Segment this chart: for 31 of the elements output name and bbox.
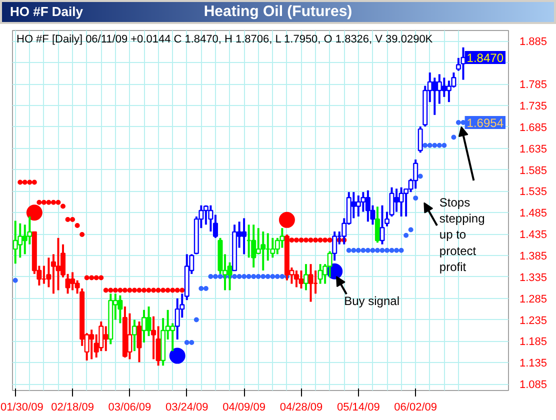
- x-tick-label: 03/24/09: [165, 402, 208, 414]
- chart-subtitle: HO #F Daily: [10, 3, 83, 21]
- y-tick-label: 1.785: [520, 79, 548, 92]
- x-tick-label: 06/02/09: [394, 402, 438, 414]
- y-tick-label: 1.085: [520, 379, 548, 392]
- x-tick-label: 04/09/09: [222, 402, 266, 414]
- y-tick-label: 1.885: [520, 36, 548, 48]
- x-tick-label: 01/30/09: [0, 402, 44, 414]
- annotation: HO #F [Daily] 06/11/09 +0.0144 C 1.8470, H 1.8706, L 1.7950, O 1.8326, V 39.0290K: [16, 34, 434, 46]
- y-tick-label: 1.285: [520, 293, 548, 306]
- annotation: Stops stepping up to protect profit: [439, 196, 485, 274]
- chart-title: Heating Oil (Futures): [204, 3, 352, 20]
- x-tick-label: 04/28/09: [280, 402, 323, 414]
- y-tick-label: 1.685: [520, 122, 548, 134]
- y-tick-label: 1.535: [520, 186, 548, 198]
- y-tick-label: 1.585: [520, 164, 548, 177]
- y-tick-label: 1.635: [520, 143, 548, 156]
- y-tick-label: 1.435: [520, 229, 548, 242]
- x-tick-label: 03/06/09: [108, 402, 152, 414]
- annotation: 1.6954: [466, 116, 504, 130]
- x-tick-label: 05/14/09: [337, 402, 380, 414]
- y-tick-label: 1.385: [520, 250, 548, 262]
- x-tick-label: 02/18/09: [51, 402, 94, 414]
- annotation: 1.8470: [466, 51, 504, 65]
- annotation: Buy signal: [344, 294, 400, 308]
- y-tick-label: 1.735: [520, 100, 548, 112]
- y-tick-label: 1.235: [520, 314, 548, 327]
- y-tick-label: 1.485: [520, 208, 548, 220]
- y-tick-label: 1.135: [520, 358, 548, 370]
- y-tick-label: 1.185: [520, 336, 548, 348]
- y-tick-label: 1.335: [520, 272, 548, 284]
